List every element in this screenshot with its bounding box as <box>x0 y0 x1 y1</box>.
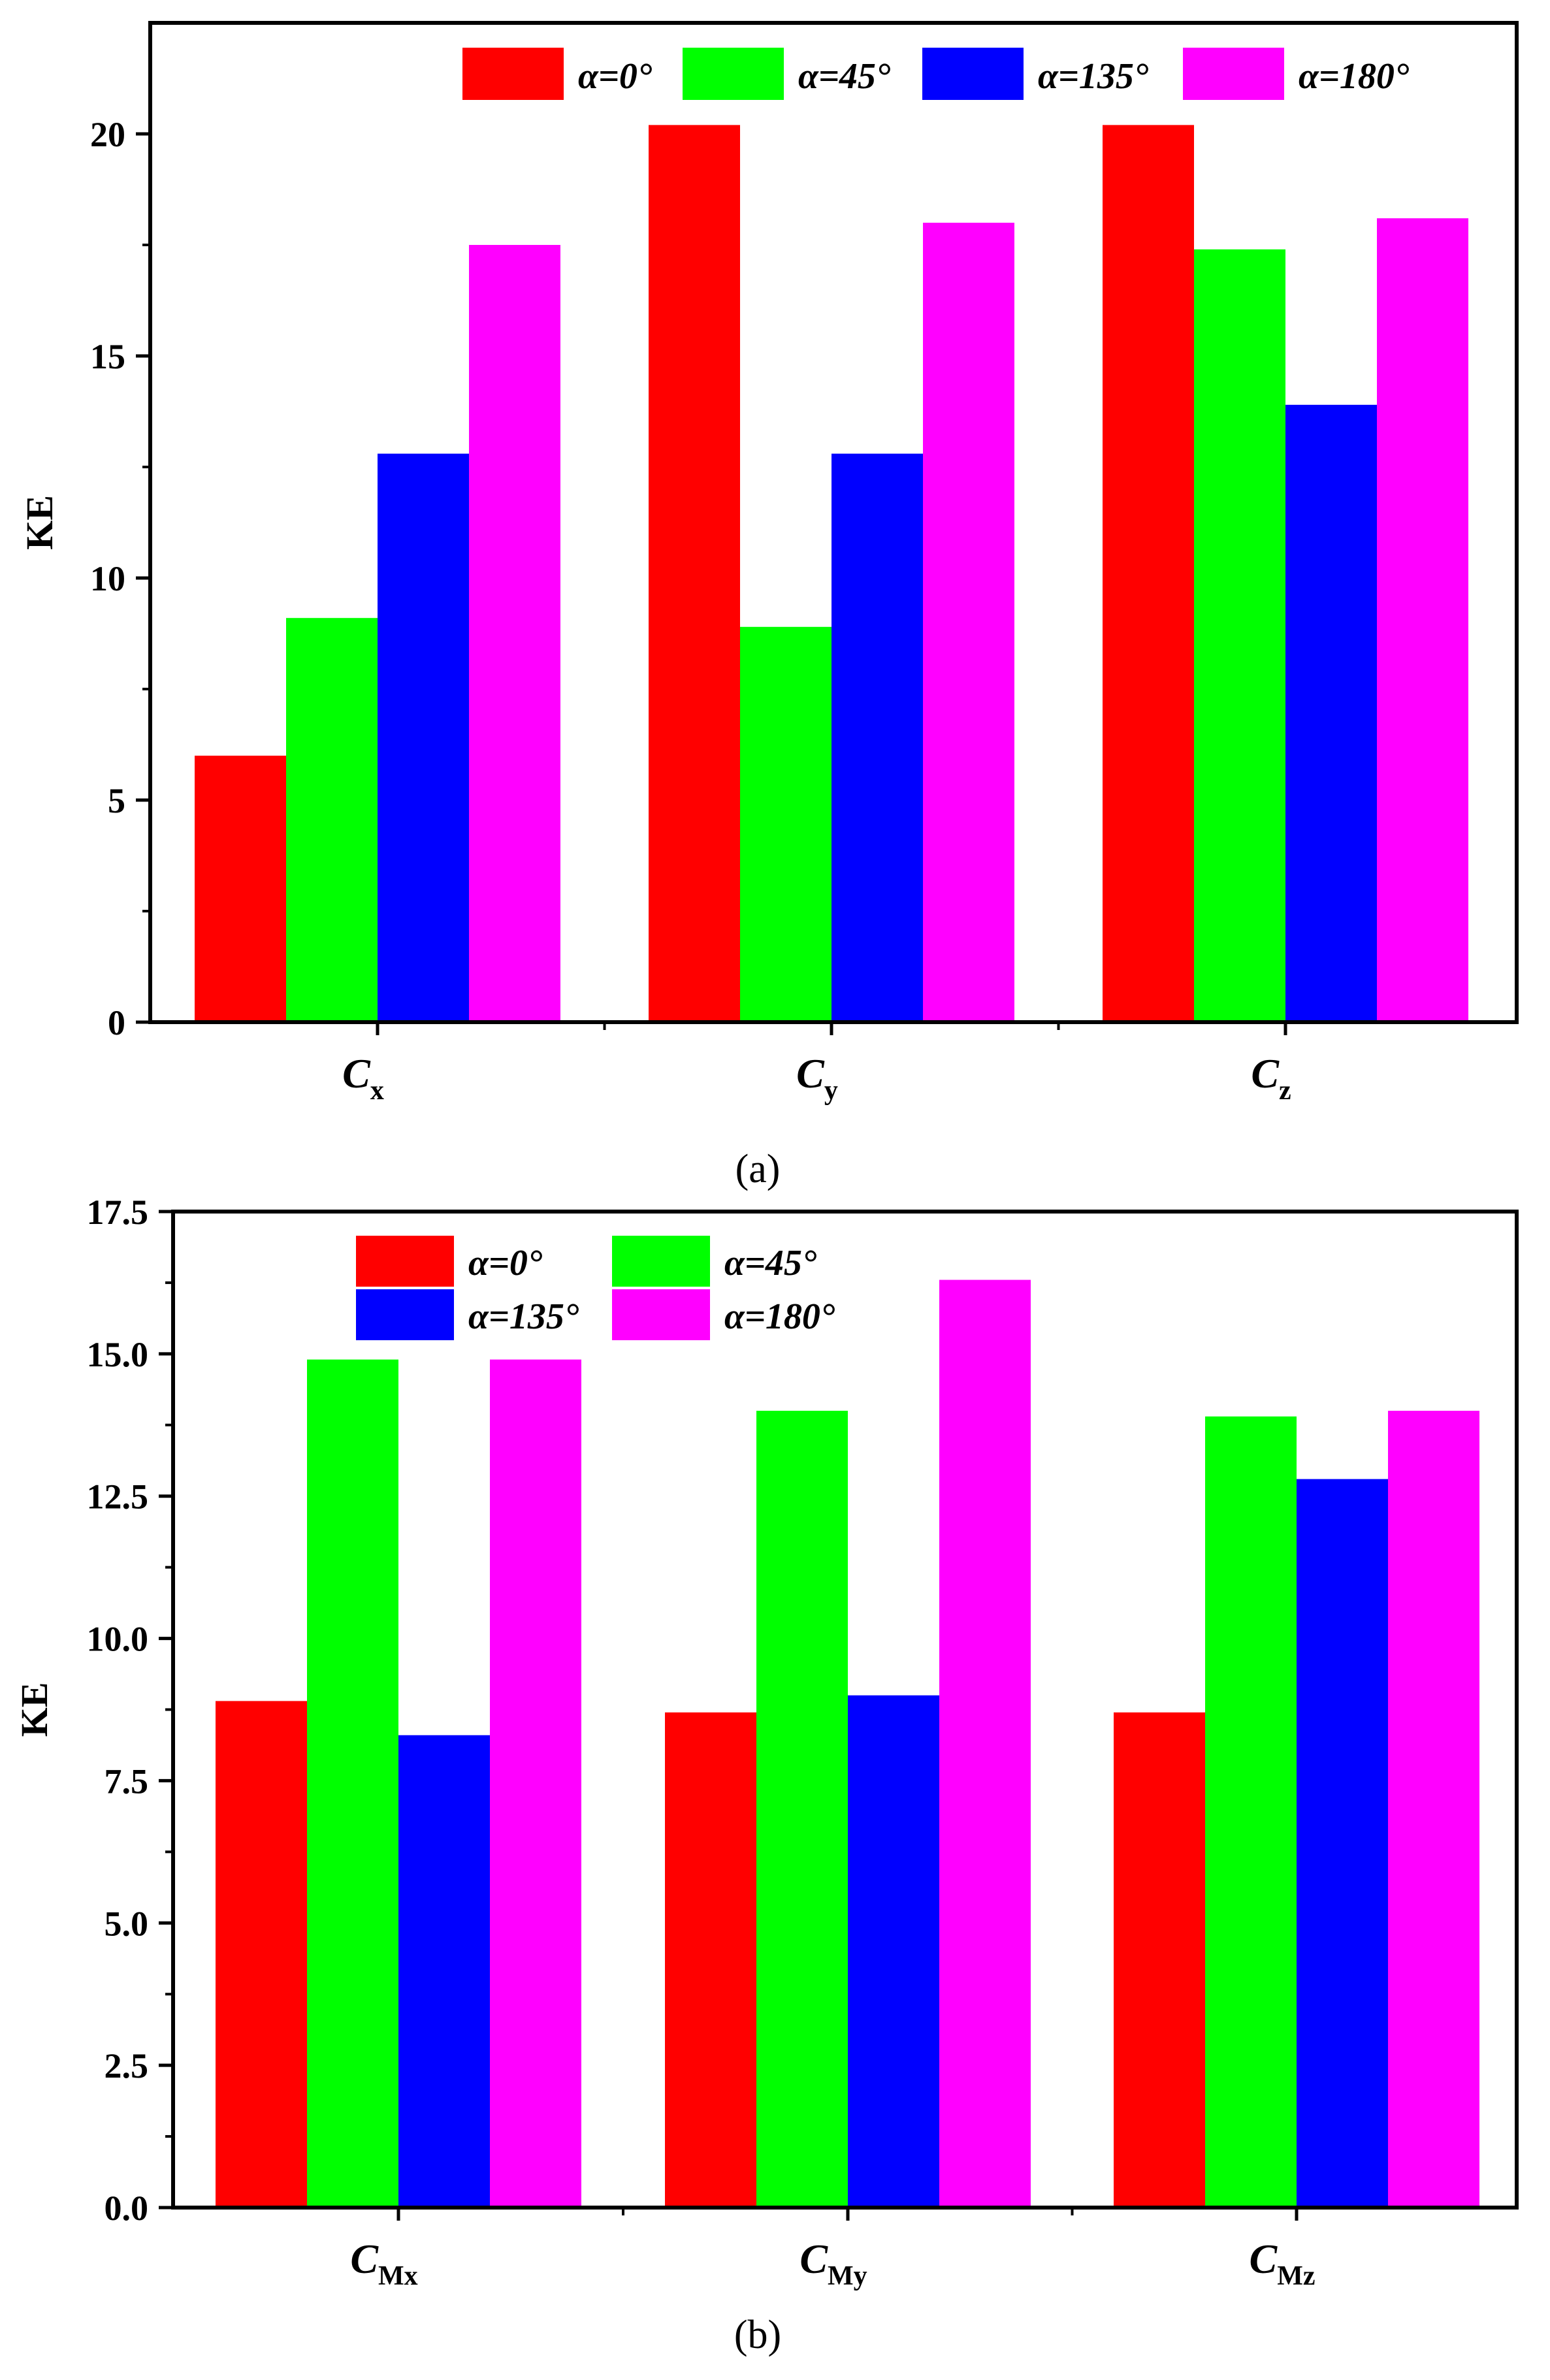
bar-a-cx-series2 <box>378 453 469 1022</box>
category-main: C <box>799 2236 828 2282</box>
category-subscript: Mz <box>1277 2261 1315 2291</box>
legend-label: α=45° <box>724 1243 817 1283</box>
bar-b-cmy-series1 <box>756 1411 848 2208</box>
legend-label: α=45° <box>798 56 891 97</box>
legend-label: α=135° <box>1038 56 1149 97</box>
x-axis: Cx Cy Cz <box>342 1022 1291 1106</box>
legend-swatch <box>356 1289 454 1340</box>
bar-a-cz-series3 <box>1377 218 1468 1023</box>
y-tick-label: 2.5 <box>105 2046 149 2085</box>
bar-a-cz-series1 <box>1194 249 1285 1022</box>
x-tick-label-cz: Cz <box>1251 1050 1291 1106</box>
bar-a-cx-series3 <box>469 245 560 1022</box>
category-subscript: x <box>370 1076 384 1106</box>
y-tick-label: 15.0 <box>87 1335 149 1374</box>
bar-a-cy-series3 <box>923 223 1014 1022</box>
bar-b-cmx-series3 <box>490 1359 581 2208</box>
legend-swatch <box>612 1236 710 1287</box>
legend-label: α=180° <box>1299 56 1410 97</box>
bar-a-cz-series2 <box>1285 404 1377 1022</box>
bar-b-cmy-series3 <box>939 1279 1031 2208</box>
y-tick-label: 0.0 <box>105 2189 149 2228</box>
y-tick-label: 10.0 <box>87 1620 149 1659</box>
legend-swatch <box>922 48 1024 100</box>
bar-a-cx-series1 <box>286 618 378 1022</box>
y-axis: 0 5 10 15 20 <box>90 115 150 1042</box>
bar-a-cx-series0 <box>195 756 286 1022</box>
x-tick-label-cx: Cx <box>342 1050 384 1106</box>
y-axis: 0.0 2.5 5.0 7.5 10.0 12.5 15.0 17.5 <box>87 1193 173 2228</box>
category-main: C <box>1251 1050 1280 1097</box>
bar-b-cmz-series2 <box>1297 1479 1388 2208</box>
panel-caption: (b) <box>734 2313 781 2357</box>
bar-b-cmy-series0 <box>665 1712 756 2208</box>
y-tick-label: 17.5 <box>87 1193 149 1232</box>
legend: α=0° α=45° α=135° α=180° <box>356 1236 835 1340</box>
bar-a-cz-series0 <box>1103 125 1194 1022</box>
bar-b-cmz-series1 <box>1205 1416 1297 2208</box>
y-tick-label: 20 <box>90 115 125 154</box>
bar-a-cy-series1 <box>740 626 832 1022</box>
x-tick-label-cy: Cy <box>796 1050 838 1106</box>
x-tick-label-cmy: CMy <box>799 2236 867 2291</box>
legend-label: α=180° <box>724 1296 835 1337</box>
y-axis-title: KE <box>18 495 61 550</box>
bar-b-cmx-series0 <box>216 1701 307 2208</box>
category-main: C <box>350 2236 379 2282</box>
legend-label: α=0° <box>468 1243 543 1283</box>
y-tick-label: 12.5 <box>87 1477 149 1517</box>
y-tick-label: 5 <box>108 781 125 820</box>
legend-swatch <box>356 1236 454 1287</box>
y-tick-label: 7.5 <box>105 1761 149 1801</box>
bar-b-cmx-series2 <box>398 1735 490 2208</box>
legend: α=0° α=45° α=135° α=180° <box>462 48 1410 100</box>
category-subscript: My <box>828 2261 867 2291</box>
bar-b-cmy-series2 <box>848 1695 939 2208</box>
category-subscript: Mx <box>378 2261 418 2291</box>
bar-a-cy-series0 <box>649 125 740 1022</box>
bars-group <box>216 1279 1479 2208</box>
y-tick-label: 5.0 <box>105 1904 149 1943</box>
category-main: C <box>796 1050 825 1097</box>
category-subscript: z <box>1279 1076 1291 1106</box>
category-subscript: y <box>824 1076 838 1106</box>
legend-label: α=135° <box>468 1296 579 1337</box>
bar-b-cmx-series1 <box>307 1359 398 2208</box>
bar-b-cmz-series0 <box>1114 1712 1205 2208</box>
legend-swatch <box>683 48 784 100</box>
x-tick-label-cmz: CMz <box>1250 2236 1316 2291</box>
bar-b-cmz-series3 <box>1388 1411 1479 2208</box>
bar-a-cy-series2 <box>832 453 923 1022</box>
y-tick-label: 15 <box>90 337 125 376</box>
legend-swatch <box>462 48 564 100</box>
panel-caption: (a) <box>735 1147 781 1191</box>
legend-label: α=0° <box>578 56 653 97</box>
y-tick-label: 0 <box>108 1003 125 1042</box>
x-tick-label-cmx: CMx <box>350 2236 417 2291</box>
category-main: C <box>1250 2236 1278 2282</box>
legend-swatch <box>612 1289 710 1340</box>
x-axis: CMx CMy CMz <box>350 2208 1315 2291</box>
legend-swatch <box>1183 48 1284 100</box>
y-axis-title: KE <box>13 1682 56 1737</box>
category-main: C <box>342 1050 371 1097</box>
plot-frame <box>148 21 1519 1024</box>
y-tick-label: 10 <box>90 559 125 598</box>
bars-group <box>195 125 1468 1023</box>
